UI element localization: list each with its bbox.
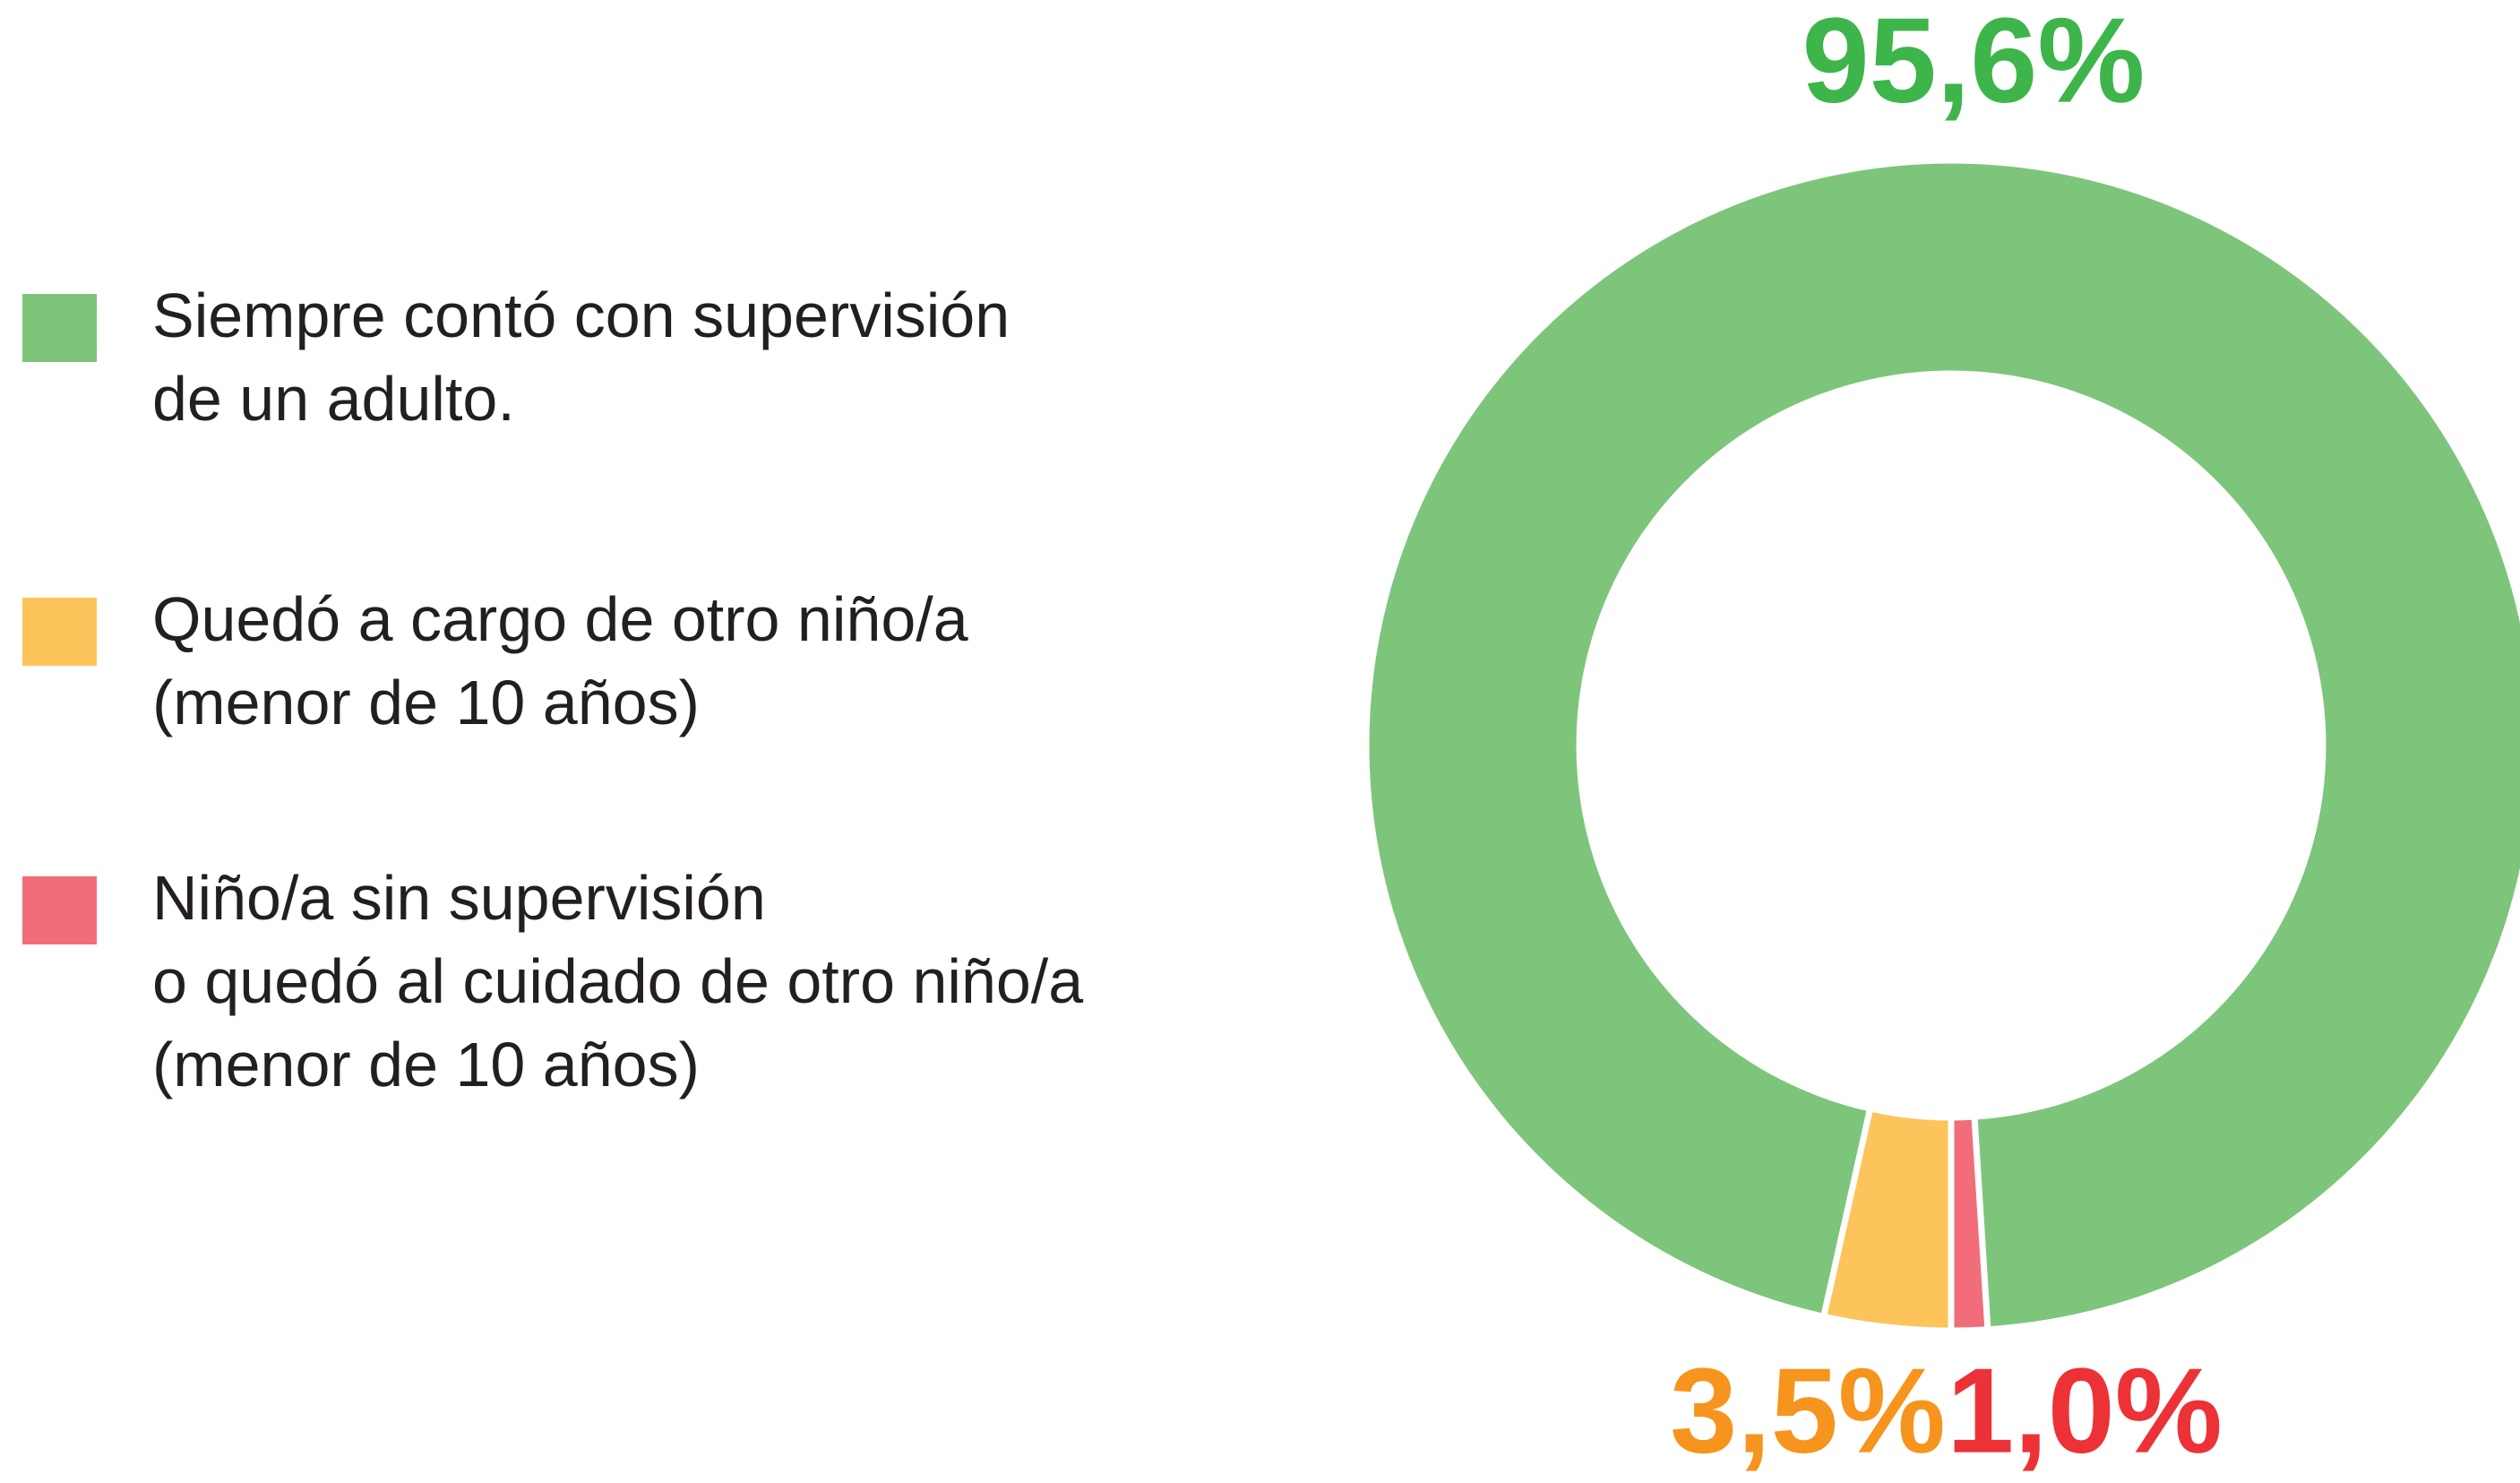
legend-swatch <box>22 294 97 362</box>
legend-label: Quedó a cargo de otro niño/a (menor de 1… <box>152 584 968 737</box>
donut-slice <box>1363 157 2520 1333</box>
legend-label: Siempre contó con supervisión de un adul… <box>152 280 1011 434</box>
legend-swatch <box>22 598 97 666</box>
value-label: 95,6% <box>1802 0 2146 128</box>
legend-label: Niño/a sin supervisión o quedó al cuidad… <box>152 863 1084 1099</box>
legend-swatch <box>22 876 97 944</box>
value-label: 3,5% <box>1670 1343 1946 1479</box>
value-label: 1,0% <box>1947 1343 2223 1479</box>
